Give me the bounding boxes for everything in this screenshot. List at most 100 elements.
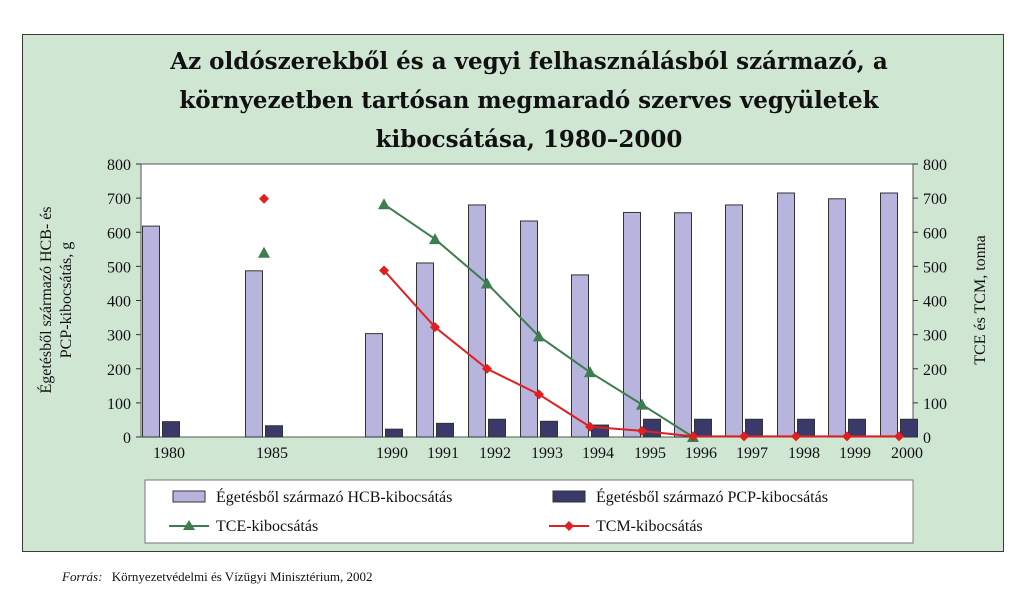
- point-tce-1994: [584, 366, 596, 378]
- y-axis-left-title-line-2: PCP-kibocsátás, g: [58, 242, 75, 358]
- bar-hcb-1980: [142, 225, 160, 438]
- bar-pcp-1992: [488, 418, 506, 438]
- y-tick-label-left-600: 600: [107, 225, 131, 242]
- x-tick-label-1980: 1980: [153, 445, 185, 462]
- bar-hcb-1992: [468, 204, 486, 438]
- point-tcm-1990: [379, 265, 389, 276]
- y-tick-label-right-400: 400: [923, 294, 947, 311]
- chart: Az oldószerekből és a vegyi felhasználás…: [36, 48, 989, 544]
- bar-pcp-1991: [436, 422, 454, 438]
- y-tick-label-left-200: 200: [107, 362, 131, 379]
- x-tick-label-1996: 1996: [685, 445, 717, 462]
- y-tick-label-left-0: 0: [123, 430, 131, 447]
- y-tick-label-right-300: 300: [923, 328, 947, 345]
- bar-pcp-1997: [745, 418, 763, 438]
- bar-hcb-1996: [674, 212, 692, 438]
- bar-hcb-1999: [828, 198, 846, 438]
- legend-box: [144, 479, 914, 544]
- y-tick-label-right-700: 700: [923, 191, 947, 208]
- x-axis: 1980 1985 1990 1991 1992 1993 1994 1995 1996 1997…: [153, 445, 923, 462]
- source-text: Környezetvédelmi és Vízügyi Minisztérium…: [111, 569, 373, 584]
- source-label: Forrás:: [62, 569, 103, 584]
- y-tick-label-right-600: 600: [923, 225, 947, 242]
- bar-hcb-1993: [520, 220, 538, 438]
- point-tcm-1985: [259, 193, 269, 204]
- y-tick-label-right-0: 0: [923, 430, 931, 447]
- bar-pcp-1994: [591, 424, 609, 438]
- x-tick-label-1997: 1997: [736, 445, 768, 462]
- y-tick-label-right-500: 500: [923, 259, 947, 276]
- x-tick-label-2000: 2000: [891, 445, 923, 462]
- bar-hcb-1995: [623, 211, 641, 438]
- x-tick-label-1990: 1990: [376, 445, 408, 462]
- y-tick-label-left-100: 100: [107, 396, 131, 413]
- bar-hcb-1985: [245, 270, 263, 438]
- y-axis-left: 0 100 200 300 400 500 600 700 800: [107, 157, 141, 447]
- legend-swatch-hcb: [172, 490, 206, 503]
- point-tcm-1991: [430, 322, 440, 333]
- y-tick-label-left-400: 400: [107, 294, 131, 311]
- x-tick-label-1985: 1985: [256, 445, 288, 462]
- line-series: [258, 193, 904, 442]
- y-tick-label-left-800: 800: [107, 157, 131, 174]
- y-axis-right: 0 100 200 300 400 500 600 700 800: [913, 157, 947, 447]
- point-tce-1993: [533, 330, 545, 342]
- y-axis-right-title: TCE és TCM, tonna: [972, 235, 989, 364]
- legend-swatch-pcp: [552, 490, 586, 503]
- bar-hcb-1994: [571, 274, 589, 438]
- bar-pcp-1993: [540, 420, 558, 438]
- bar-pcp-1998: [797, 418, 815, 438]
- bar-pcp-1999: [848, 418, 866, 438]
- x-tick-label-1994: 1994: [582, 445, 614, 462]
- x-tick-label-1991: 1991: [427, 445, 459, 462]
- chart-title-line-3: kibocsátása, 1980–2000: [376, 126, 683, 153]
- point-tcm-1998: [791, 431, 801, 442]
- legend-label-tcm: TCM-kibocsátás: [596, 518, 703, 535]
- bar-pcp-1995: [643, 418, 661, 438]
- bar-hcb-1998: [777, 192, 795, 438]
- bar-hcb-1990: [365, 333, 383, 438]
- point-tce-1985: [258, 246, 270, 258]
- point-tcm-1993: [534, 389, 544, 400]
- y-tick-label-left-500: 500: [107, 259, 131, 276]
- point-tce-1990: [378, 198, 390, 210]
- point-tcm-1994: [585, 421, 595, 432]
- y-tick-label-right-200: 200: [923, 362, 947, 379]
- bar-hcb-2000: [880, 192, 898, 438]
- chart-title: Az oldószerekből és a vegyi felhasználás…: [169, 48, 888, 153]
- x-tick-label-1995: 1995: [634, 445, 666, 462]
- point-tcm-1992: [482, 363, 492, 374]
- y-axis-left-title-line-1: Égetésből származó HCB- és: [36, 206, 55, 393]
- x-tick-label-1992: 1992: [479, 445, 511, 462]
- x-tick-label-1993: 1993: [531, 445, 563, 462]
- y-tick-label-right-800: 800: [923, 157, 947, 174]
- chart-frame: Az oldószerekből és a vegyi felhasználás…: [22, 34, 1004, 552]
- bar-pcp-1980: [162, 421, 180, 438]
- legend-label-tce: TCE-kibocsátás: [216, 518, 318, 535]
- point-tcm-1997: [739, 431, 749, 442]
- bar-pcp-1990: [385, 428, 403, 438]
- legend-label-hcb: Égetésből származó HCB-kibocsátás: [216, 487, 452, 506]
- bar-hcb-1997: [725, 204, 743, 438]
- legend-marker-tcm: [564, 521, 574, 531]
- point-tcm-1995: [637, 425, 647, 436]
- point-tce-1995: [636, 398, 648, 410]
- point-tcm-1999: [842, 431, 852, 442]
- chart-title-line-2: környezetben tartósan megmaradó szerves …: [179, 87, 879, 114]
- point-tcm-2000: [894, 431, 904, 442]
- bar-pcp-1985: [265, 425, 283, 438]
- source-note: Forrás: Környezetvédelmi és Vízügyi Mini…: [62, 569, 373, 585]
- point-tce-1992: [481, 277, 493, 289]
- legend-label-pcp: Égetésből származó PCP-kibocsátás: [596, 487, 828, 506]
- point-tce-1991: [429, 233, 441, 245]
- y-tick-label-left-300: 300: [107, 328, 131, 345]
- chart-title-line-1: Az oldószerekből és a vegyi felhasználás…: [169, 48, 888, 75]
- y-tick-label-right-100: 100: [923, 396, 947, 413]
- point-tcm-1996: [688, 431, 698, 442]
- legend: Égetésből származó HCB-kibocsátás Égetés…: [144, 479, 914, 544]
- bar-pcp-2000: [900, 418, 918, 438]
- bar-pcp-1996: [694, 418, 712, 438]
- bar-series: [142, 192, 918, 438]
- legend-marker-tce: [183, 520, 195, 530]
- y-tick-label-left-700: 700: [107, 191, 131, 208]
